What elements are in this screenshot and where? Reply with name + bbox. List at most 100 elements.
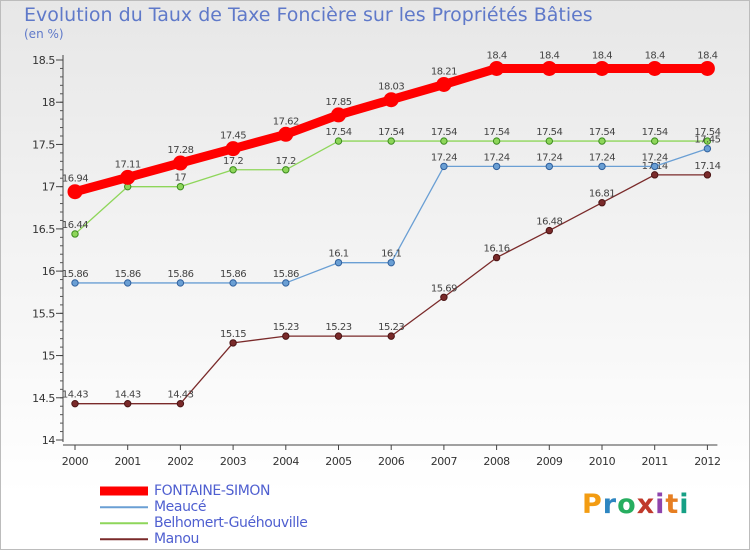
data-label: 17.2 xyxy=(223,156,243,167)
data-label: 16.1 xyxy=(381,249,401,260)
y-tick-label: 17 xyxy=(42,181,56,194)
legend-swatch xyxy=(100,506,148,508)
x-tick-label: 2009 xyxy=(536,455,563,468)
data-point xyxy=(703,144,712,153)
data-label: 16.48 xyxy=(536,217,562,228)
data-point xyxy=(225,141,241,157)
data-label: 17.11 xyxy=(115,159,141,170)
x-tick-label: 2003 xyxy=(220,455,247,468)
data-label: 17 xyxy=(175,173,187,184)
data-point xyxy=(71,279,79,287)
data-point xyxy=(71,399,79,408)
data-point xyxy=(545,162,553,171)
data-label: 17.24 xyxy=(589,152,615,163)
legend-label: Meaucé xyxy=(154,499,207,515)
x-tick-label: 2011 xyxy=(641,455,667,468)
data-point xyxy=(492,253,501,262)
data-point xyxy=(334,137,343,145)
data-point xyxy=(334,258,343,267)
data-label: 17.62 xyxy=(273,116,299,127)
series-line xyxy=(74,174,709,405)
x-tick-label: 2007 xyxy=(431,455,458,468)
data-point xyxy=(67,184,83,200)
logo-letter: o xyxy=(617,489,637,520)
data-label: 15.86 xyxy=(220,269,246,280)
logo-letter: r xyxy=(602,489,618,520)
data-point xyxy=(545,226,553,235)
x-tick-label: 2001 xyxy=(114,455,140,468)
data-point xyxy=(124,399,132,408)
y-tick-label: 18.5 xyxy=(32,54,55,67)
data-label: 16.16 xyxy=(484,244,510,255)
data-point xyxy=(229,339,237,347)
y-tick-label: 14 xyxy=(42,434,56,447)
data-label: 15.86 xyxy=(115,269,141,280)
legend-label: Belhomert-Guéhouville xyxy=(154,515,308,531)
data-point xyxy=(282,279,290,287)
y-tick-label: 16 xyxy=(42,265,56,278)
data-label: 17.24 xyxy=(642,152,668,163)
data-label: 18.4 xyxy=(592,50,612,61)
data-point xyxy=(124,279,132,287)
data-label: 17.54 xyxy=(536,127,562,138)
series-meauce: 15.86 15.86 15.86 15.86 15.86 16.1 16.1 17.24 17… xyxy=(62,135,721,287)
data-label: 17.24 xyxy=(484,152,510,163)
data-label: 18.4 xyxy=(645,50,665,61)
chart-series: 14.43 14.43 14.43 15.15 15.23 15.23 15.23 15.69… xyxy=(62,50,721,408)
data-point xyxy=(387,258,395,267)
data-label: 17.45 xyxy=(694,135,720,146)
data-label: 15.86 xyxy=(62,269,88,280)
data-point xyxy=(492,162,501,171)
x-tick-label: 2002 xyxy=(167,455,193,468)
series-fontaine-simon: 16.94 17.11 17.28 17.45 17.62 17.85 18.03 18.21… xyxy=(62,50,718,200)
x-tick-label: 2006 xyxy=(378,455,405,468)
x-tick-label: 2008 xyxy=(483,455,510,468)
legend-label: FONTAINE-SIMON xyxy=(154,483,271,499)
data-label: 17.45 xyxy=(220,131,246,142)
data-label: 15.15 xyxy=(220,329,246,340)
data-label: 15.23 xyxy=(325,322,351,333)
data-point xyxy=(598,199,606,207)
data-label: 16.1 xyxy=(328,249,348,260)
data-label: 16.81 xyxy=(589,189,615,200)
chart-axes: 14 14.5 15 15.5 16 16.5 17 17.5 18 18.5 2000 2001 20… xyxy=(32,54,721,468)
logo-letter: i xyxy=(679,489,690,520)
data-label: 15.86 xyxy=(273,269,299,280)
data-label: 17.54 xyxy=(378,127,404,138)
data-label: 14.43 xyxy=(115,390,141,401)
data-point xyxy=(331,107,346,123)
data-point xyxy=(278,126,294,142)
data-point xyxy=(334,332,343,340)
data-point xyxy=(703,171,712,179)
chart-unit-label: (en %) xyxy=(24,27,64,41)
x-tick-label: 2004 xyxy=(273,455,300,468)
data-point xyxy=(440,293,448,301)
data-label: 14.43 xyxy=(167,390,193,401)
data-point xyxy=(176,182,185,191)
data-point xyxy=(489,60,505,76)
data-label: 16.94 xyxy=(62,174,88,185)
data-label: 14.43 xyxy=(62,390,88,401)
data-label: 17.54 xyxy=(325,127,351,138)
data-point xyxy=(647,60,663,76)
logo-letter: t xyxy=(665,489,680,520)
data-label: 17.2 xyxy=(276,156,296,167)
data-label: 18.4 xyxy=(539,50,559,61)
x-tick-label: 2012 xyxy=(694,455,720,468)
data-label: 17.24 xyxy=(431,152,457,163)
y-tick-label: 16.5 xyxy=(32,223,55,236)
data-point xyxy=(651,171,659,179)
data-point xyxy=(651,162,659,171)
y-tick-label: 15.5 xyxy=(32,307,55,320)
x-tick-label: 2010 xyxy=(589,455,616,468)
data-label: 17.14 xyxy=(694,161,720,172)
logo-letter: i xyxy=(655,489,666,520)
series-manou: 14.43 14.43 14.43 15.15 15.23 15.23 15.23 15.69… xyxy=(62,161,721,408)
y-tick-label: 14.5 xyxy=(32,392,55,405)
data-point xyxy=(387,137,395,145)
data-point xyxy=(172,155,188,171)
x-tick-label: 2005 xyxy=(325,455,352,468)
data-point xyxy=(71,230,79,238)
